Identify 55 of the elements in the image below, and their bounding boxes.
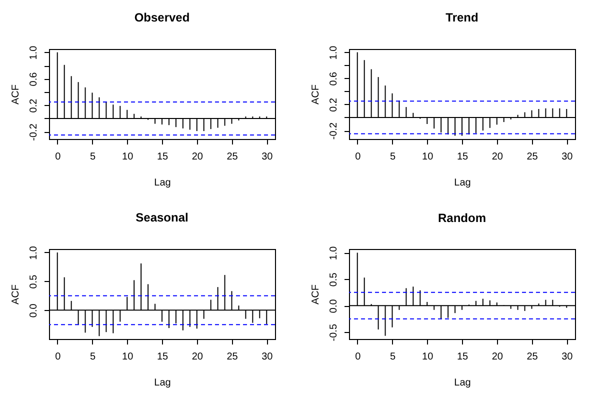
y-axis-title: ACF xyxy=(310,284,322,304)
y-tick-label: 0.0 xyxy=(328,298,340,314)
y-tick-label: 0.5 xyxy=(28,274,40,289)
y-tick-label: 0.5 xyxy=(328,272,340,287)
y-tick-label: 0.6 xyxy=(328,71,340,86)
y-tick-label: 0.6 xyxy=(28,72,40,86)
y-axis-title: ACF xyxy=(310,84,322,104)
x-tick-label: 25 xyxy=(526,352,538,362)
y-tick-label: 1.0 xyxy=(328,246,340,260)
x-tick-label: 30 xyxy=(262,352,274,362)
y-tick-label: 1.0 xyxy=(28,246,40,260)
x-tick-label: 20 xyxy=(192,352,204,362)
x-tick-label: 5 xyxy=(390,352,396,362)
x-tick-label: 10 xyxy=(122,152,134,162)
y-tick-label: 0.2 xyxy=(328,98,340,112)
x-tick-label: 0 xyxy=(55,352,62,362)
x-axis-title: Lag xyxy=(154,178,171,188)
y-tick-label: 0.2 xyxy=(28,98,40,113)
chart-title: Trend xyxy=(446,10,478,24)
x-tick-label: 10 xyxy=(122,352,134,362)
x-tick-label: 30 xyxy=(562,352,574,362)
x-tick-label: 25 xyxy=(526,152,538,162)
x-tick-label: 15 xyxy=(156,352,168,362)
x-tick-label: 0 xyxy=(355,352,362,362)
y-tick-label: -0.2 xyxy=(328,122,340,140)
x-tick-label: 5 xyxy=(90,152,96,162)
x-tick-label: 15 xyxy=(456,152,468,162)
y-tick-label: 0.0 xyxy=(28,303,40,318)
x-tick-label: 15 xyxy=(456,352,468,362)
x-tick-label: 25 xyxy=(226,152,238,162)
y-tick-label: -0.5 xyxy=(328,324,340,342)
x-tick-label: 30 xyxy=(562,152,574,162)
x-tick-label: 5 xyxy=(390,152,396,162)
x-tick-label: 0 xyxy=(355,152,362,162)
y-tick-label: 1.0 xyxy=(28,45,40,60)
x-tick-label: 5 xyxy=(90,352,96,362)
x-tick-label: 10 xyxy=(422,152,434,162)
y-axis-title: ACF xyxy=(10,284,22,304)
x-tick-label: 0 xyxy=(55,152,62,162)
x-axis-title: Lag xyxy=(454,378,471,388)
chart-title: Random xyxy=(438,210,486,225)
chart-title: Seasonal xyxy=(136,210,188,225)
x-tick-label: 20 xyxy=(192,152,204,162)
x-axis-title: Lag xyxy=(154,378,171,388)
x-tick-label: 15 xyxy=(156,152,168,162)
x-tick-label: 30 xyxy=(262,152,274,162)
y-tick-label: -0.2 xyxy=(28,123,40,141)
x-tick-label: 25 xyxy=(226,352,238,362)
y-tick-label: 1.0 xyxy=(328,45,340,60)
chart-title: Observed xyxy=(134,10,190,24)
x-axis-title: Lag xyxy=(454,178,471,188)
x-tick-label: 10 xyxy=(422,352,434,362)
x-tick-label: 20 xyxy=(492,152,504,162)
y-axis-title: ACF xyxy=(10,84,22,104)
x-tick-label: 20 xyxy=(492,352,504,362)
